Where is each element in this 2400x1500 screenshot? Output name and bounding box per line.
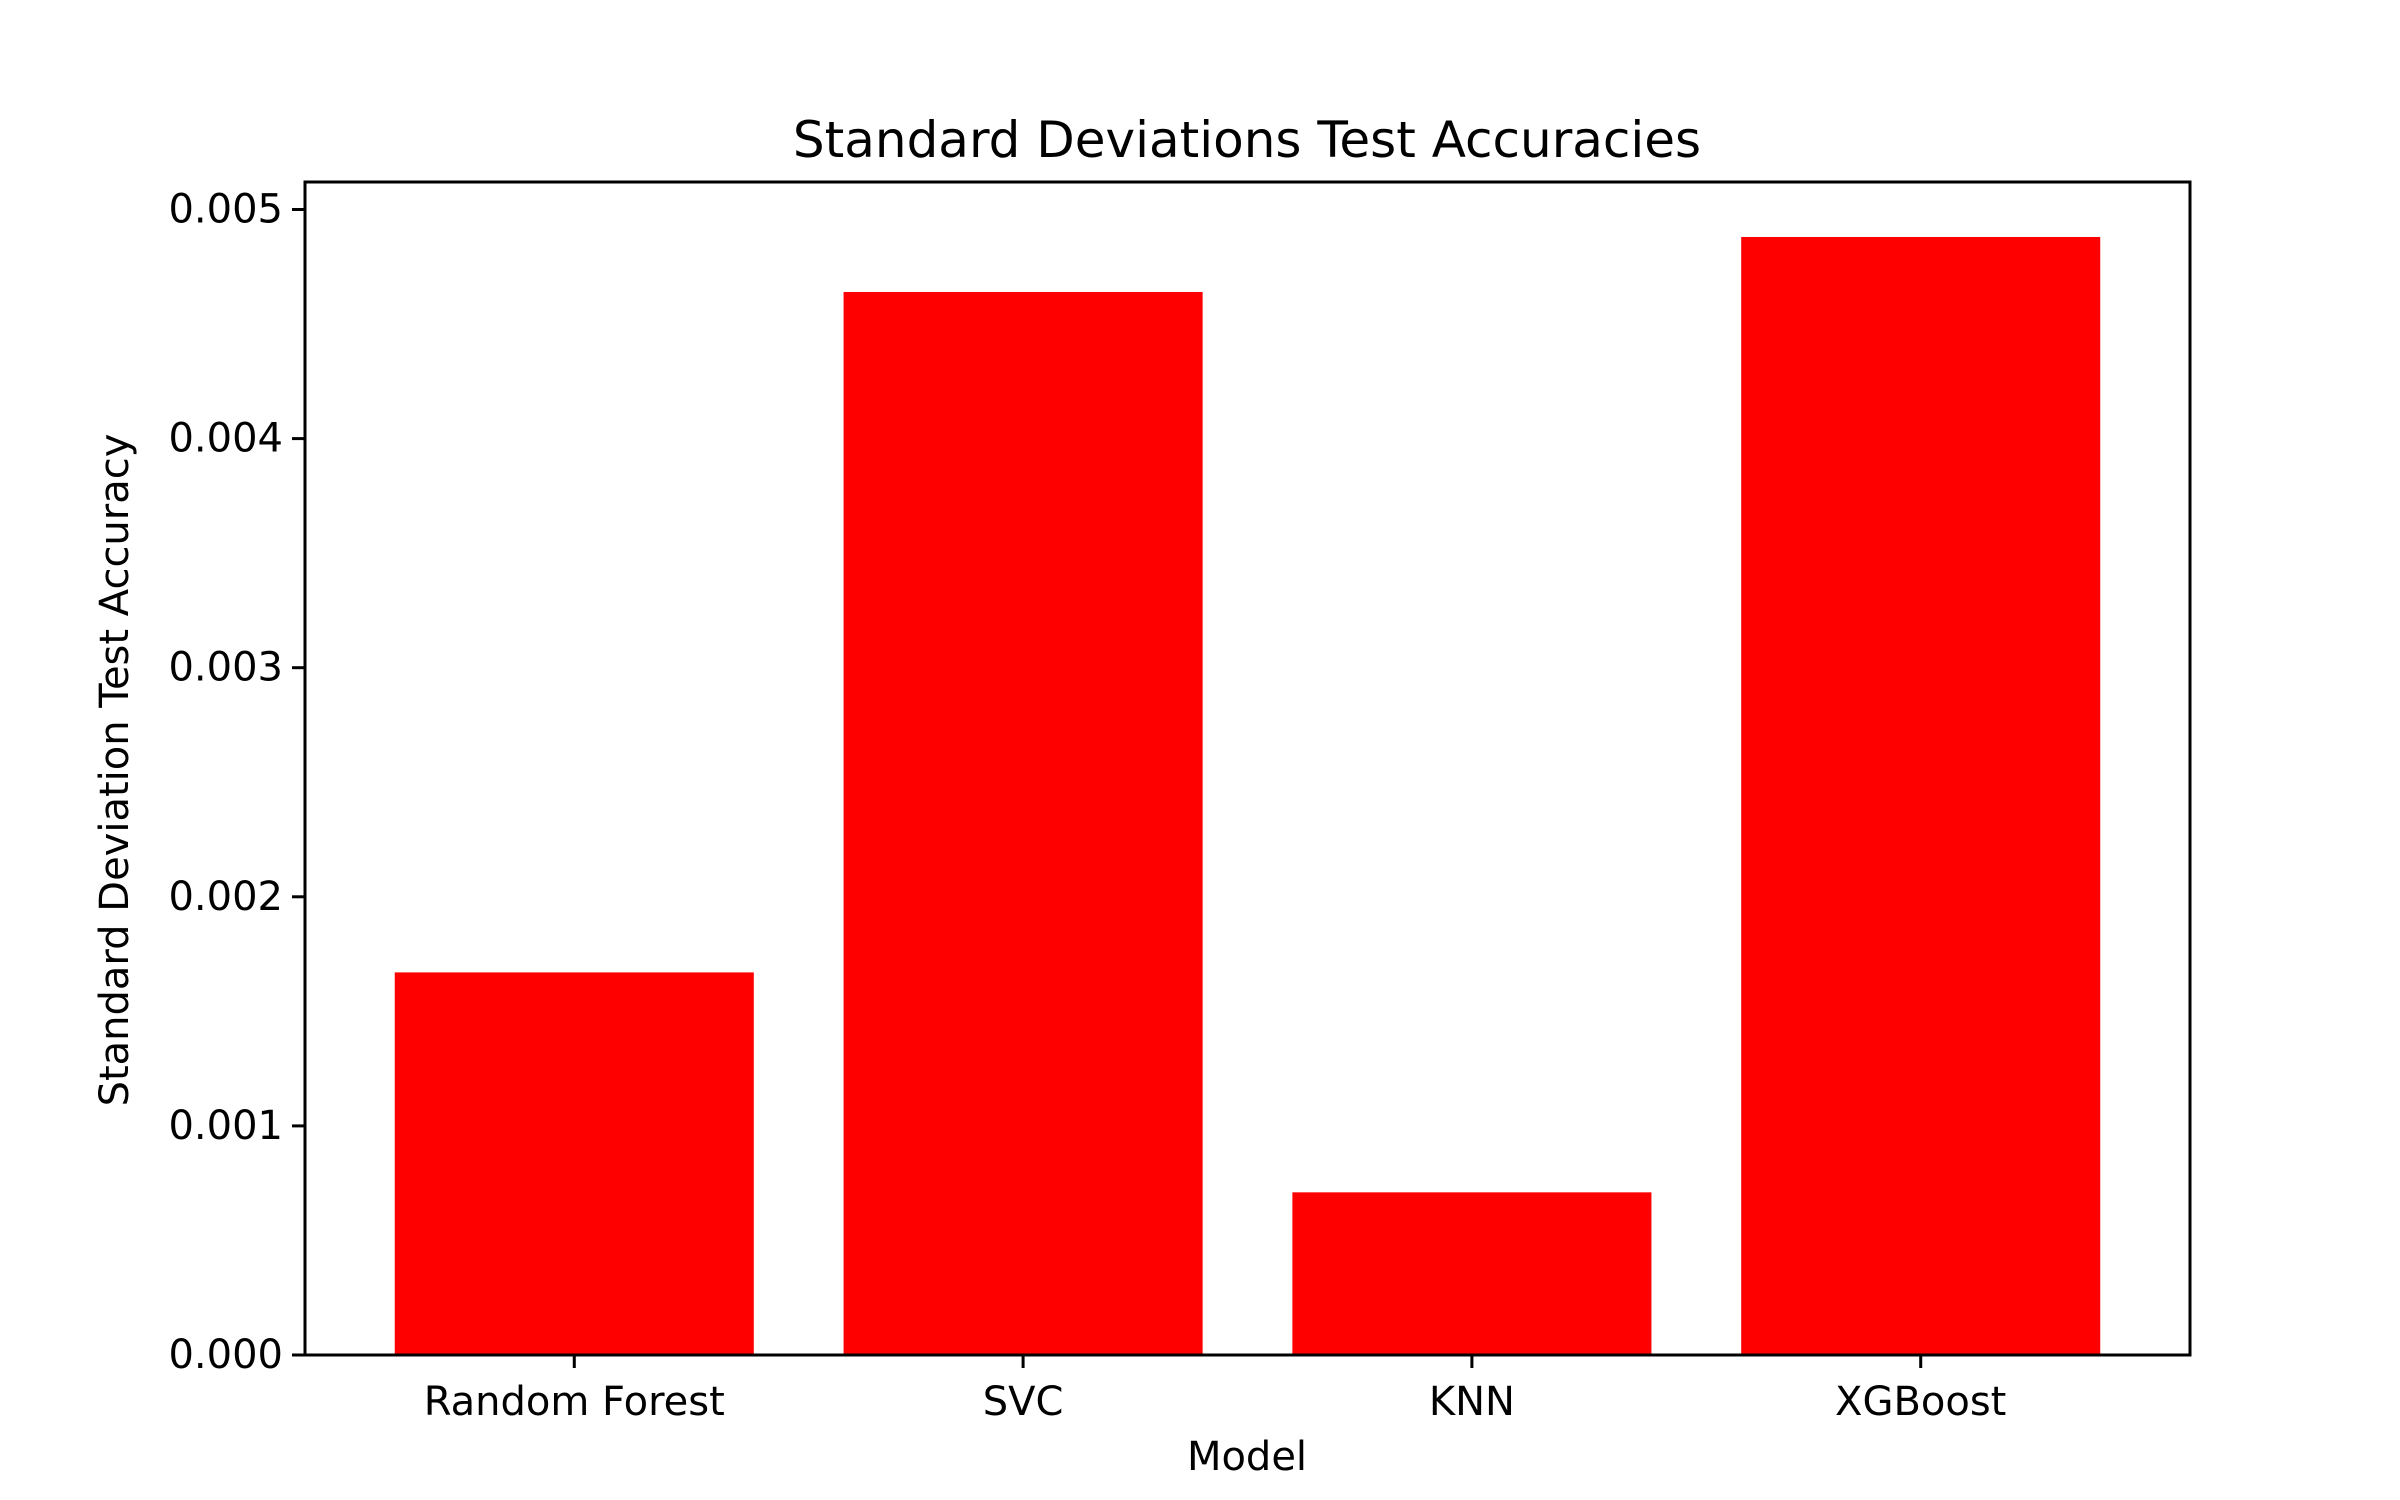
y-tick-label: 0.000 — [168, 1332, 283, 1378]
bar-random-forest — [394, 972, 754, 1355]
y-axis-label: Standard Deviation Test Accuracy — [92, 434, 138, 1107]
y-axis-ticks: 0.000 0.001 0.002 0.003 0.004 0.005 — [168, 186, 305, 1378]
y-tick-label: 0.003 — [168, 645, 283, 691]
y-tick-label: 0.002 — [168, 874, 283, 920]
x-axis-ticks: Random Forest SVC KNN XGBoost — [424, 1355, 2006, 1425]
plot-frame — [303, 180, 2192, 1357]
x-tick-label: SVC — [983, 1379, 1064, 1425]
chart-title: Standard Deviations Test Accuracies — [793, 111, 1701, 169]
bar-svc — [843, 291, 1203, 1355]
y-tick-label: 0.001 — [168, 1103, 283, 1149]
bars-group — [394, 236, 2101, 1355]
x-tick-label: Random Forest — [424, 1379, 725, 1425]
x-axis-label: Model — [1187, 1434, 1307, 1480]
bar-xgboost — [1741, 236, 2101, 1355]
y-tick-label: 0.004 — [168, 416, 283, 462]
bar-knn — [1292, 1192, 1652, 1355]
y-tick-label: 0.005 — [168, 186, 283, 232]
x-tick-label: KNN — [1429, 1379, 1515, 1425]
x-tick-label: XGBoost — [1835, 1379, 2006, 1425]
